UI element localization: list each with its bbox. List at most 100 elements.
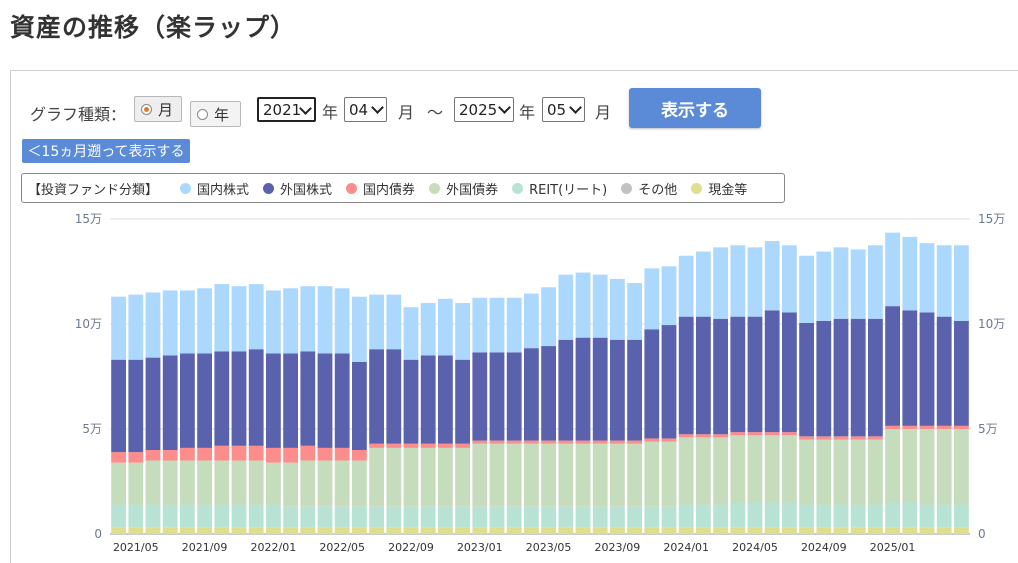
bar-segment [300, 506, 316, 528]
from-month-select[interactable]: 04 [344, 97, 387, 122]
bar-segment [816, 439, 832, 505]
from-year-select[interactable]: 2021 [257, 97, 316, 122]
bar-segment [885, 232, 900, 307]
bar-segment [558, 274, 574, 340]
x-tick-label: 2025/01 [870, 541, 916, 554]
bar-segment [145, 450, 161, 461]
bar-segment [145, 504, 161, 528]
bar-segment [627, 440, 642, 444]
bar-segment [696, 527, 711, 534]
bar-segment [214, 351, 230, 446]
bar-segment [266, 353, 281, 448]
bar-segment [231, 286, 247, 352]
bar-segment [162, 450, 178, 461]
bar-segment [936, 429, 952, 505]
bar-segment [145, 527, 161, 534]
show-button[interactable]: 表示する [629, 88, 761, 128]
bar-segment [403, 359, 419, 444]
bar-segment [747, 247, 763, 317]
to-year-select[interactable]: 2025 [454, 97, 514, 122]
bar-segment [506, 352, 522, 441]
bar-segment [197, 447, 212, 461]
bar-segment [197, 288, 212, 354]
bar-segment [214, 460, 230, 505]
bar-segment [833, 318, 849, 437]
to-month-select[interactable]: 05 [542, 97, 585, 122]
bar-segment [111, 296, 126, 360]
bar-segment [420, 443, 436, 448]
graph-type-label: グラフ種類： [30, 105, 127, 124]
bar-segment [764, 310, 780, 433]
bar-segment [782, 435, 797, 503]
bar-segment [799, 322, 814, 437]
bar-segment [954, 527, 969, 534]
bar-segment [111, 462, 126, 505]
bar-segment [541, 506, 556, 528]
bar-segment [369, 447, 384, 507]
bar-segment [713, 527, 728, 534]
bar-segment [524, 443, 539, 507]
bar-segment [747, 527, 763, 534]
bar-segment [145, 292, 161, 358]
bar-segment [300, 351, 316, 446]
bar-segment [782, 502, 797, 528]
bar-segment [352, 527, 367, 534]
radio-year[interactable]: 年 [190, 101, 241, 127]
bar-segment [145, 460, 161, 505]
back-15-months-button[interactable]: ＜15ヵ月遡って表示する [22, 139, 190, 163]
bar-segment [833, 247, 849, 319]
bar-segment [162, 290, 178, 356]
content-panel [10, 70, 1018, 563]
bar-segment [472, 297, 488, 353]
bar-segment [334, 447, 350, 461]
legend-swatch [691, 182, 703, 194]
bar-segment [283, 288, 298, 354]
bar-segment [816, 504, 832, 528]
bar-segment [610, 339, 625, 441]
bar-segment [730, 245, 746, 317]
legend-swatch [346, 182, 358, 194]
bar-segment [128, 359, 144, 453]
bar-segment [541, 443, 556, 507]
bar-segment [764, 241, 780, 311]
legend-label: REIT(リート) [529, 182, 608, 198]
bar-segment [644, 506, 660, 528]
bar-segment [558, 506, 574, 528]
bar-segment [678, 504, 694, 528]
bar-segment [902, 236, 918, 311]
bar-segment [713, 434, 728, 438]
bar-segment [661, 506, 677, 528]
chart-legend: 【投資ファンド分類】 国内株式 外国株式 国内債券 外国債券 REIT(リート)… [21, 173, 785, 203]
bar-segment [128, 504, 144, 528]
bar-segment [747, 432, 763, 436]
bar-segment [678, 527, 694, 534]
radio-month[interactable]: 月 [134, 96, 182, 122]
bar-segment [334, 506, 350, 528]
bar-segment [403, 443, 419, 448]
legend-label: その他 [638, 182, 678, 198]
x-tick-label: 2024/01 [663, 541, 709, 554]
bar-segment [524, 348, 539, 441]
legend-item-domestic-bond: 国内債券 [346, 179, 415, 198]
bar-segment [369, 349, 384, 444]
bar-segment [902, 502, 918, 528]
bar-segment [455, 527, 470, 534]
bar-segment [730, 502, 746, 528]
y-tick-label-left: 0 [94, 527, 102, 541]
bar-segment [833, 439, 849, 505]
bar-segment [162, 460, 178, 505]
legend-item-foreign-bond: 外国債券 [429, 179, 498, 198]
bar-segment [661, 266, 677, 326]
bar-segment [644, 527, 660, 534]
bar-segment [954, 429, 969, 505]
bar-segment [644, 438, 660, 442]
bar-segment [197, 460, 212, 505]
bar-segment [575, 440, 591, 444]
legend-item-foreign-stock: 外国株式 [263, 179, 332, 198]
bar-segment [558, 443, 574, 507]
bar-segment [627, 339, 642, 441]
bar-segment [799, 436, 814, 440]
bar-segment [850, 527, 866, 534]
legend-label: 外国債券 [446, 182, 499, 198]
